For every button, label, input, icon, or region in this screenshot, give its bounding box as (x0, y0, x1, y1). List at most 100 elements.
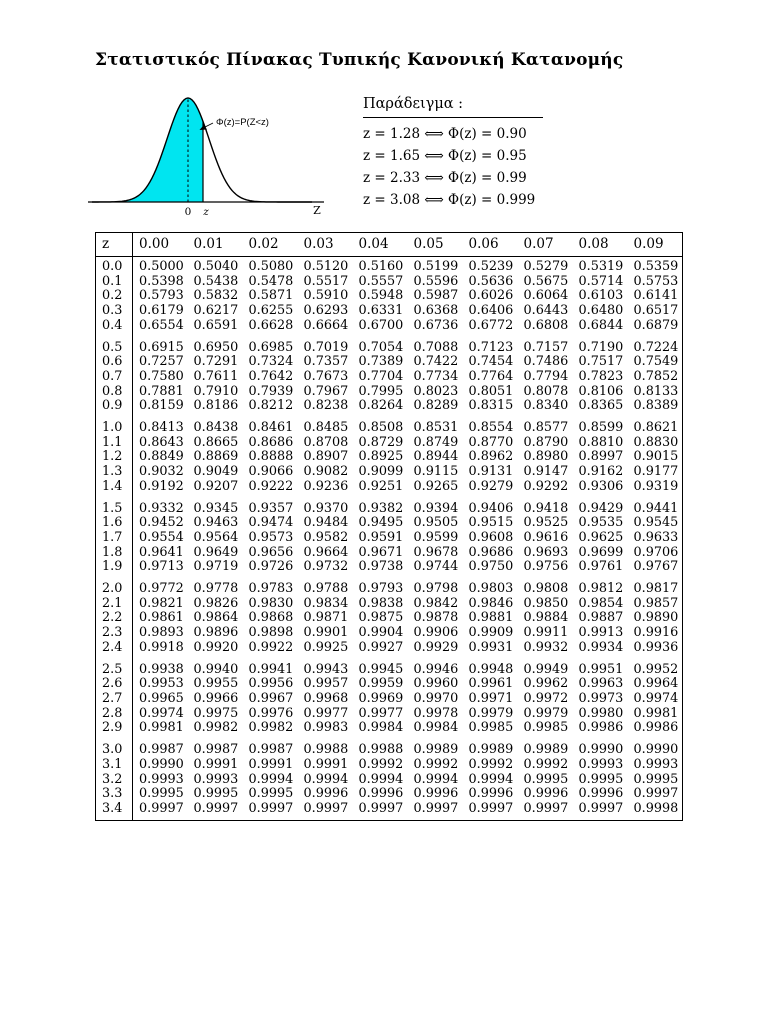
value-cell: 0.8413 (139, 420, 184, 436)
z-cell: 0.8 (95, 384, 133, 400)
value-cell: 0.9997 (633, 786, 679, 802)
value-cell: 0.7910 (193, 383, 239, 399)
value-cell: 0.9474 (248, 515, 294, 531)
value-cell: 0.8133 (633, 383, 679, 399)
shaded-area (92, 98, 203, 202)
value-cell: 0.6879 (633, 317, 679, 333)
value-cell: 0.9808 (523, 581, 569, 597)
value-cell: 0.9909 (468, 625, 514, 641)
value-cell: 0.6517 (633, 303, 679, 319)
value-cell: 0.9988 (358, 742, 404, 758)
value-cell: 0.9995 (523, 771, 569, 787)
value-cell: 0.9821 (139, 595, 184, 611)
table-row: 0.4 0.6554 0.6591 0.6628 0.6664 0.6700 0.6736 0… (95, 317, 683, 334)
value-cell: 0.9920 (193, 639, 239, 655)
value-cell: 0.9974 (139, 705, 184, 721)
z-cell: 2.0 (95, 581, 133, 597)
value-cell: 0.9991 (248, 756, 294, 772)
z-cell: 0.4 (95, 318, 133, 334)
value-cell: 0.9938 (139, 661, 184, 677)
value-cell: 0.9115 (413, 464, 459, 480)
z-table: z 0.00 0.01 0.02 0.03 0.04 0.05 0.06 0.07 0.08 0.0… (95, 232, 683, 821)
z-cell: 2.8 (95, 706, 133, 722)
value-cell: 0.9951 (578, 661, 624, 677)
value-cell: 0.9997 (139, 800, 184, 816)
value-cell: 0.6772 (468, 317, 514, 333)
value-cell: 0.9993 (633, 756, 679, 772)
phi-label: Φ(z)=P(Z<z) (216, 117, 269, 128)
table-row: 0.3 0.6179 0.6217 0.6255 0.6293 0.6331 0.6368 0… (95, 303, 683, 319)
value-cell: 0.9965 (139, 690, 184, 706)
value-cell: 0.8106 (578, 383, 624, 399)
value-cell: 0.9987 (248, 742, 294, 758)
value-cell: 0.9961 (468, 676, 514, 692)
value-cell: 0.9861 (139, 610, 184, 626)
value-cell: 0.8051 (468, 383, 514, 399)
value-cell: 0.9772 (139, 581, 184, 597)
value-cell: 0.5832 (193, 288, 239, 304)
value-cell: 0.9066 (248, 464, 294, 480)
col-header: 0.04 (352, 232, 408, 257)
value-cell: 0.9984 (358, 720, 404, 736)
normal-table-wrap: z 0.00 0.01 0.02 0.03 0.04 0.05 0.06 0.07 0.08 0.0… (95, 232, 683, 821)
value-cell: 0.5319 (578, 259, 624, 274)
value-cell: 0.5675 (523, 273, 569, 289)
value-cell: 0.8944 (413, 449, 459, 465)
value-cell: 0.9699 (578, 544, 624, 560)
value-cell: 0.6808 (523, 317, 569, 333)
value-cell: 0.7257 (139, 354, 184, 370)
value-cell: 0.9382 (358, 500, 404, 516)
value-cell: 0.9671 (358, 544, 404, 560)
gap-cell (95, 333, 133, 341)
value-cell: 0.9932 (523, 639, 569, 655)
value-cell: 0.9830 (248, 595, 294, 611)
value-cell: 0.7454 (468, 354, 514, 370)
value-cell: 0.8830 (633, 434, 679, 450)
z-cell: 1.5 (95, 501, 133, 517)
value-cell: 0.9998 (633, 800, 679, 816)
col-header: 0.01 (187, 232, 243, 257)
value-cell: 0.5478 (248, 273, 294, 289)
value-cell: 0.9713 (139, 559, 184, 575)
value-cell: 0.9678 (413, 544, 459, 560)
value-cell: 0.9901 (303, 625, 349, 641)
value-cell: 0.9015 (633, 449, 679, 465)
value-cell: 0.9973 (578, 690, 624, 706)
gap-cell (95, 736, 133, 744)
value-cell: 0.9599 (413, 529, 459, 545)
value-cell: 0.5910 (303, 288, 349, 304)
value-cell: 0.8078 (523, 383, 569, 399)
value-cell: 0.9943 (303, 661, 349, 677)
value-cell: 0.9812 (578, 581, 624, 597)
z-cell: 0.9 (95, 399, 133, 415)
table-row: 2.0 0.9772 0.9778 0.9783 0.9788 0.9793 0.9798 0… (95, 581, 683, 597)
value-cell: 0.9099 (358, 464, 404, 480)
table-row: 0.9 0.8159 0.8186 0.8212 0.8238 0.8264 0.8289 0… (95, 398, 683, 415)
value-cell: 0.6406 (468, 303, 514, 319)
value-cell: 0.7324 (248, 354, 294, 370)
table-row: 3.1 0.9990 0.9991 0.9991 0.9991 0.9992 0.9992 0… (95, 756, 683, 773)
gap-cell (95, 575, 133, 583)
value-cell: 0.7823 (578, 368, 624, 384)
value-cell: 0.6179 (139, 303, 184, 319)
table-header-row: z 0.00 0.01 0.02 0.03 0.04 0.05 0.06 0.07 0.08 0.0… (95, 232, 683, 257)
value-cell: 0.5199 (413, 259, 459, 274)
value-cell: 0.9987 (139, 742, 184, 758)
value-cell: 0.9857 (633, 595, 679, 611)
table-row: 2.9 0.9981 0.9982 0.9982 0.9983 0.9984 0.9984 0… (95, 720, 683, 737)
value-cell: 0.9934 (578, 639, 624, 655)
gap-cell (95, 414, 133, 422)
value-cell: 0.9756 (523, 559, 569, 575)
value-cell: 0.6368 (413, 303, 459, 319)
table-row: 1.5 0.9332 0.9345 0.9357 0.9370 0.9382 0.9394 0… (95, 500, 683, 517)
table-row: 1.6 0.9452 0.9463 0.9474 0.9484 0.9495 0.9505 0… (95, 515, 683, 531)
value-cell: 0.9370 (303, 500, 349, 516)
value-cell: 0.6443 (523, 303, 569, 319)
value-cell: 0.6591 (193, 317, 239, 333)
value-cell: 0.7852 (633, 368, 679, 384)
value-cell: 0.8389 (633, 398, 679, 414)
value-cell: 0.9994 (468, 771, 514, 787)
table-body: 0.0 0.5000 0.5040 0.5080 0.5120 0.5160 0.5199 0… (95, 256, 683, 821)
value-cell: 0.9968 (303, 690, 349, 706)
z-cell: 1.2 (95, 450, 133, 466)
